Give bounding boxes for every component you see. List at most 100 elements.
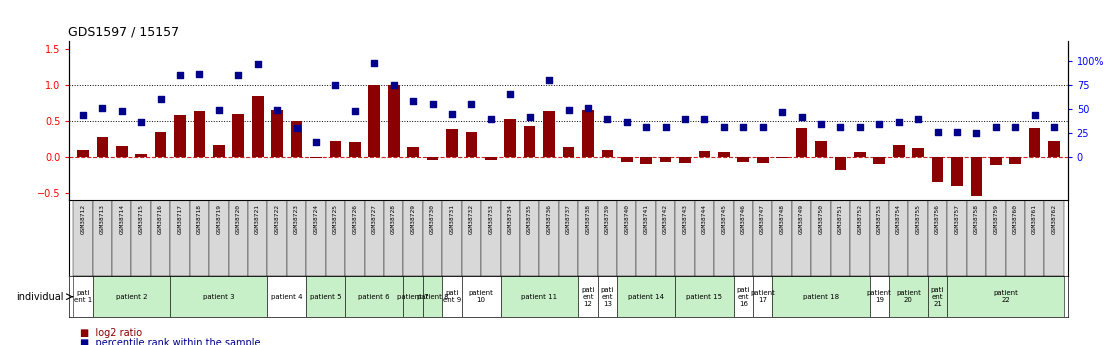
Text: GSM38723: GSM38723 <box>294 204 300 234</box>
Text: patient 3: patient 3 <box>203 294 235 300</box>
Bar <box>73 276 93 317</box>
Bar <box>520 200 539 276</box>
Bar <box>485 157 496 160</box>
Text: patient 18: patient 18 <box>803 294 840 300</box>
Bar <box>928 276 947 317</box>
Bar <box>617 200 636 276</box>
Point <box>443 111 461 116</box>
Bar <box>812 200 831 276</box>
Text: GSM38720: GSM38720 <box>236 204 240 234</box>
Bar <box>912 148 923 157</box>
Bar <box>112 200 132 276</box>
Text: GSM38744: GSM38744 <box>702 204 707 234</box>
Bar <box>601 150 613 157</box>
Bar <box>501 276 578 317</box>
Point <box>287 125 305 131</box>
Bar <box>77 150 88 157</box>
Bar <box>754 276 773 317</box>
Bar <box>835 157 846 170</box>
Bar <box>582 110 594 157</box>
Bar <box>967 200 986 276</box>
Text: GSM38737: GSM38737 <box>566 204 571 234</box>
Text: GSM38747: GSM38747 <box>760 204 765 234</box>
Point <box>909 117 927 122</box>
Text: GSM38726: GSM38726 <box>352 204 358 234</box>
Bar <box>636 200 656 276</box>
Bar <box>330 141 341 157</box>
Text: patient
22: patient 22 <box>993 290 1018 303</box>
Text: patient 14: patient 14 <box>628 294 664 300</box>
Bar <box>190 200 209 276</box>
Text: GSM38713: GSM38713 <box>100 204 105 234</box>
Bar <box>73 200 93 276</box>
Point <box>579 105 597 110</box>
Point <box>1006 124 1024 129</box>
Bar <box>291 121 302 157</box>
Bar <box>151 200 170 276</box>
Point <box>618 119 636 125</box>
Bar <box>773 200 792 276</box>
Bar <box>617 276 675 317</box>
Bar <box>714 200 733 276</box>
Bar <box>93 276 170 317</box>
Text: GSM38748: GSM38748 <box>779 204 785 234</box>
Text: patient 4: patient 4 <box>271 294 303 300</box>
Bar <box>209 200 228 276</box>
Bar <box>174 115 186 157</box>
Bar <box>404 276 423 317</box>
Bar <box>1005 200 1025 276</box>
Bar <box>598 276 617 317</box>
Bar <box>986 200 1005 276</box>
Bar <box>694 200 714 276</box>
Text: GSM38716: GSM38716 <box>158 204 163 234</box>
Bar <box>404 200 423 276</box>
Bar <box>1010 157 1021 164</box>
Bar <box>850 200 870 276</box>
Bar <box>228 200 248 276</box>
Point <box>482 116 500 121</box>
Text: GSM38743: GSM38743 <box>683 204 688 234</box>
Point <box>851 124 869 129</box>
Text: GSM38741: GSM38741 <box>644 204 648 234</box>
Text: pati
ent
16: pati ent 16 <box>737 287 750 307</box>
Bar <box>193 111 206 157</box>
Bar <box>909 200 928 276</box>
Point <box>210 107 228 113</box>
Text: patient
20: patient 20 <box>896 290 921 303</box>
Text: GSM38731: GSM38731 <box>449 204 454 234</box>
Point <box>714 124 732 129</box>
Bar <box>1025 200 1044 276</box>
Bar <box>446 129 457 157</box>
Text: GSM38742: GSM38742 <box>663 204 669 234</box>
Bar <box>170 200 190 276</box>
Bar <box>991 157 1002 166</box>
Bar <box>252 96 264 157</box>
Bar <box>423 200 443 276</box>
Text: GSM38729: GSM38729 <box>410 204 416 234</box>
Bar <box>854 152 865 157</box>
Bar <box>423 276 443 317</box>
Bar <box>1044 200 1064 276</box>
Text: patient
17: patient 17 <box>750 290 775 303</box>
Bar <box>815 141 827 157</box>
Text: GSM38730: GSM38730 <box>430 204 435 234</box>
Point <box>385 82 402 87</box>
Bar <box>462 276 501 317</box>
Bar <box>287 200 306 276</box>
Point <box>501 91 519 97</box>
Text: GSM38745: GSM38745 <box>721 204 727 234</box>
Bar <box>831 200 850 276</box>
Bar <box>870 276 889 317</box>
Bar <box>675 276 733 317</box>
Point <box>774 109 792 115</box>
Bar <box>539 200 559 276</box>
Bar <box>524 126 536 157</box>
Text: GSM38722: GSM38722 <box>275 204 280 234</box>
Text: pati
ent 1: pati ent 1 <box>74 290 92 303</box>
Text: patient 11: patient 11 <box>521 294 558 300</box>
Bar <box>733 276 754 317</box>
Bar <box>462 200 481 276</box>
Text: GSM38718: GSM38718 <box>197 204 202 234</box>
Text: GSM38761: GSM38761 <box>1032 204 1038 234</box>
Text: GSM38740: GSM38740 <box>624 204 629 234</box>
